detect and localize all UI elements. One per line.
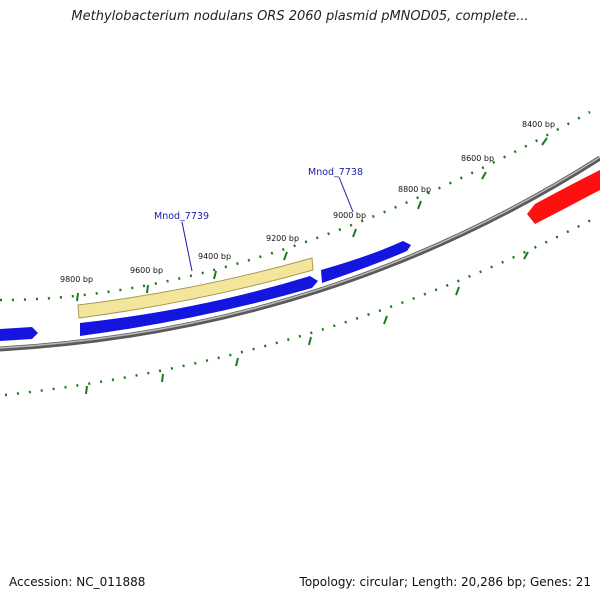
tick-label-9600: 9600 bp (130, 266, 163, 275)
tick-label-9800: 9800 bp (60, 275, 93, 284)
gene-label-mnod-7739[interactable]: Mnod_7739 (154, 211, 209, 222)
gene-mnod-7739[interactable] (80, 276, 318, 336)
backbone-track (0, 155, 600, 352)
outer-tick-ring (0, 110, 591, 302)
backbone-highlight (0, 156, 600, 349)
gene-mnod-7738[interactable] (321, 241, 411, 283)
accession-text: Accession: NC_011888 (9, 575, 146, 589)
tick-label-8400: 8400 bp (522, 120, 555, 129)
tick-label-9000: 9000 bp (333, 211, 366, 220)
topology-summary-text: Topology: circular; Length: 20,286 bp; G… (299, 575, 591, 589)
tick-label-9400: 9400 bp (198, 252, 231, 261)
gene-mnod-7739-selection[interactable] (77, 257, 314, 319)
tick-label-9200: 9200 bp (266, 234, 299, 243)
label-leader-mnod-7739 (181, 221, 193, 272)
gene-segment-left[interactable] (0, 327, 38, 341)
tick-label-8600: 8600 bp (461, 154, 494, 163)
tick-label-8800: 8800 bp (398, 185, 431, 194)
label-leader-mnod-7738 (338, 176, 354, 213)
tick-labels: 8400 bp 8600 bp 8800 bp 9000 bp 9200 bp … (60, 120, 555, 284)
gene-label-mnod-7738[interactable]: Mnod_7738 (308, 167, 363, 178)
reverse-gene-segment[interactable] (527, 170, 600, 224)
major-ticks (76, 137, 548, 395)
map-title: Methylobacterium nodulans ORS 2060 plasm… (71, 9, 529, 24)
